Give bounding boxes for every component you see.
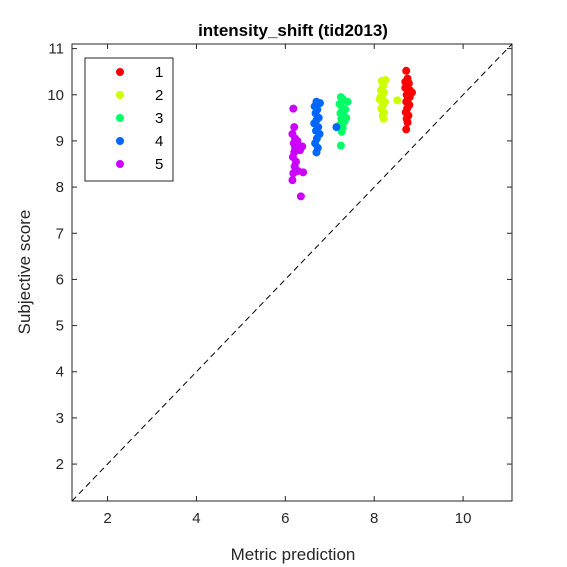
series-3 [335, 93, 352, 150]
series-2 [375, 76, 402, 123]
data-point [296, 192, 305, 201]
data-point [336, 141, 345, 150]
x-tick-label: 10 [455, 510, 472, 527]
series-1 [401, 66, 416, 134]
legend: 1 2 3 4 5 [84, 57, 174, 182]
data-point [337, 127, 346, 136]
data-point [393, 96, 402, 105]
legend-box [84, 57, 174, 182]
y-axis-label: Subjective score [15, 210, 34, 335]
y-tick-label: 8 [56, 179, 64, 196]
data-point [312, 148, 321, 157]
data-point [401, 77, 410, 86]
y-tick-label: 2 [56, 456, 64, 473]
data-point [376, 93, 385, 102]
legend-marker [116, 114, 124, 122]
series-4 [310, 97, 341, 157]
y-tick-label: 10 [47, 87, 64, 104]
data-point [402, 66, 411, 75]
legend-label: 4 [155, 133, 163, 150]
y-tick-label: 5 [56, 318, 64, 335]
legend-label: 5 [155, 156, 163, 173]
data-point [405, 93, 414, 102]
x-tick-label: 2 [103, 510, 111, 527]
legend-marker [116, 160, 124, 168]
y-tick-label: 7 [56, 225, 64, 242]
x-axis-label: Metric prediction [231, 545, 356, 564]
series-5 [288, 104, 308, 201]
y-tick-label: 6 [56, 271, 64, 288]
legend-marker [116, 91, 124, 99]
data-point [403, 118, 412, 127]
legend-marker [116, 137, 124, 145]
legend-label: 1 [155, 64, 163, 81]
y-tick-label: 3 [56, 410, 64, 427]
x-tick-label: 8 [370, 510, 378, 527]
data-point [299, 168, 308, 177]
y-tick-label: 4 [56, 364, 64, 381]
data-point [402, 125, 411, 134]
chart-title: intensity_shift (tid2013) [198, 21, 388, 40]
data-point [289, 104, 298, 113]
legend-label: 3 [155, 110, 163, 127]
legend-label: 2 [155, 87, 163, 104]
legend-marker [116, 68, 124, 76]
y-tick-label: 9 [56, 133, 64, 150]
x-tick-label: 6 [281, 510, 289, 527]
identity-reference-line [71, 43, 513, 502]
x-tick-label: 4 [192, 510, 200, 527]
data-point [288, 176, 297, 185]
data-point [291, 143, 300, 152]
data-point [290, 123, 299, 132]
y-tick-label: 11 [48, 41, 64, 58]
data-point [343, 97, 352, 106]
data-point [342, 113, 351, 122]
data-point [332, 123, 341, 132]
data-point [293, 136, 302, 145]
data-point [379, 114, 388, 123]
